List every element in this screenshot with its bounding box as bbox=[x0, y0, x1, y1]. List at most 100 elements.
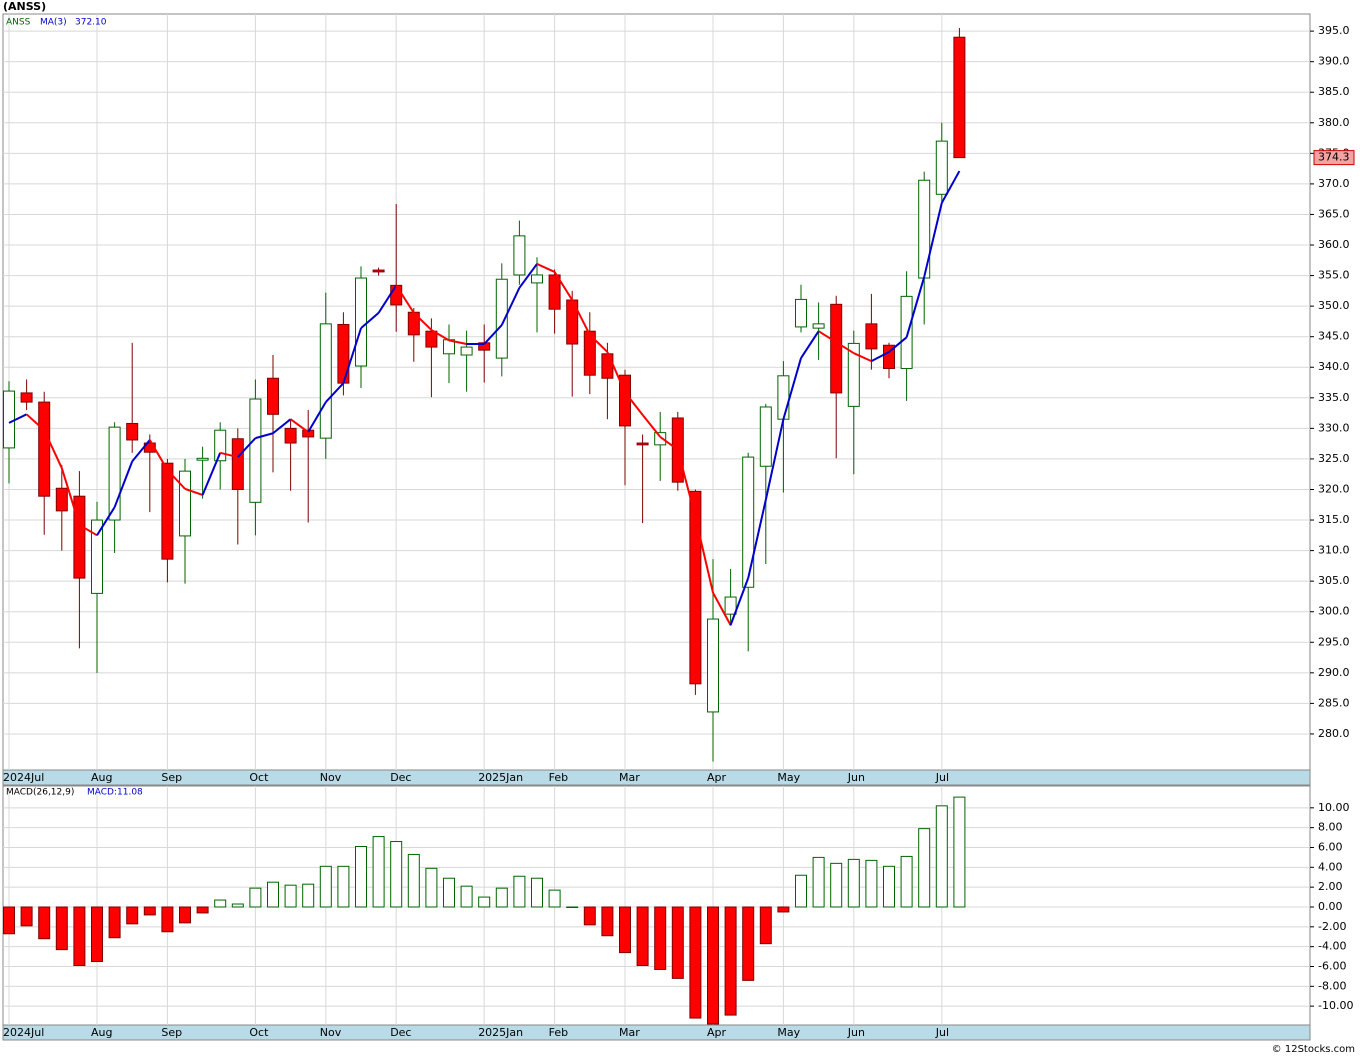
ma-line bbox=[8, 413, 28, 424]
y-tick-label: -4.00 bbox=[1318, 940, 1346, 953]
candle-body bbox=[759, 406, 772, 467]
x-tick-label: Mar bbox=[619, 771, 640, 784]
plot-area bbox=[2, 785, 1311, 1026]
macd-bar bbox=[830, 862, 843, 908]
ma-line bbox=[78, 524, 98, 537]
macd-bar bbox=[865, 859, 878, 908]
ma-line bbox=[659, 436, 679, 451]
macd-bar bbox=[777, 906, 790, 913]
macd-bar bbox=[918, 828, 931, 908]
ma-line bbox=[201, 452, 222, 496]
y-tick-label: 310.0 bbox=[1318, 544, 1350, 557]
candle-body bbox=[707, 618, 719, 713]
ma-line bbox=[818, 330, 837, 344]
macd-bar bbox=[108, 906, 121, 939]
macd-bar bbox=[302, 883, 315, 908]
y-tick-label: 285.0 bbox=[1318, 696, 1350, 709]
candle-body bbox=[654, 432, 667, 446]
y-tick-label: 6.00 bbox=[1318, 840, 1343, 853]
ma-line bbox=[764, 418, 785, 501]
ma-line bbox=[870, 351, 890, 363]
ma-line bbox=[940, 170, 961, 204]
candle-body bbox=[548, 274, 561, 310]
ma-line bbox=[430, 329, 450, 342]
x-tick-label: Nov bbox=[320, 1026, 342, 1039]
x-tick-label: Sep bbox=[161, 771, 182, 784]
macd-bar bbox=[883, 865, 895, 908]
candle-body bbox=[161, 462, 174, 560]
candle-body bbox=[830, 303, 843, 394]
ma-line bbox=[131, 439, 151, 463]
ma-line bbox=[747, 499, 767, 579]
ma-line bbox=[729, 577, 750, 626]
legend-ma-value: 372.10 bbox=[75, 18, 107, 28]
macd-bar bbox=[196, 906, 209, 914]
candle-body bbox=[883, 344, 895, 369]
x-tick-label: Apr bbox=[707, 771, 727, 784]
y-tick-label: 380.0 bbox=[1318, 116, 1350, 129]
ma-line bbox=[500, 287, 521, 326]
macd-bar bbox=[935, 805, 948, 908]
ma-line bbox=[413, 312, 433, 331]
ma-line bbox=[184, 487, 203, 496]
macd-bar bbox=[566, 906, 579, 908]
candle-body bbox=[689, 490, 702, 685]
candle-body bbox=[724, 596, 737, 615]
x-tick-label: Aug bbox=[91, 1026, 112, 1039]
macd-bar bbox=[284, 884, 297, 908]
candle-body bbox=[372, 269, 385, 273]
macd-bar bbox=[548, 889, 561, 908]
macd-bar bbox=[55, 906, 68, 951]
ma-line bbox=[483, 324, 503, 345]
ma-line bbox=[448, 339, 467, 346]
candle-body bbox=[777, 375, 790, 420]
macd-bar bbox=[143, 906, 156, 916]
ma-line bbox=[571, 299, 591, 336]
candle-body bbox=[73, 495, 86, 579]
macd-bar bbox=[20, 906, 33, 927]
macd-bar bbox=[126, 906, 139, 925]
candle-body bbox=[319, 323, 332, 439]
candle-body bbox=[390, 284, 403, 306]
candle-body bbox=[742, 456, 755, 588]
candle-body bbox=[460, 346, 473, 356]
ma-line bbox=[255, 432, 274, 440]
macd-bar bbox=[795, 874, 807, 908]
ma-line bbox=[888, 336, 908, 353]
macd-bar bbox=[724, 906, 737, 1016]
candle-body bbox=[249, 398, 262, 503]
ma-line bbox=[923, 202, 943, 278]
y-tick-label: 390.0 bbox=[1318, 55, 1350, 68]
x-tick-label: Jul bbox=[935, 771, 949, 784]
ma-line bbox=[782, 357, 802, 420]
candle-body bbox=[795, 298, 807, 328]
x-tick-label: Dec bbox=[390, 771, 411, 784]
ma-line bbox=[113, 461, 134, 508]
plot-area bbox=[2, 13, 1311, 771]
candle-body bbox=[20, 392, 33, 403]
ma-line bbox=[60, 467, 81, 526]
macd-bar bbox=[619, 906, 631, 954]
candle-body bbox=[179, 470, 191, 537]
candle-body bbox=[231, 438, 244, 490]
macd-bar bbox=[161, 906, 174, 933]
candle-body bbox=[636, 442, 649, 446]
y-tick-label: 280.0 bbox=[1318, 727, 1350, 740]
macd-bar bbox=[478, 896, 491, 908]
macd-bar bbox=[390, 841, 403, 908]
candle-body bbox=[513, 235, 526, 276]
y-tick-label: 10.00 bbox=[1318, 801, 1350, 814]
ma-line bbox=[342, 327, 362, 384]
candle-body bbox=[55, 487, 68, 512]
ma-line bbox=[606, 351, 626, 393]
macd-bar bbox=[38, 906, 51, 940]
ma-line bbox=[325, 382, 345, 403]
ma-line bbox=[694, 516, 714, 593]
x-tick-label: Nov bbox=[320, 771, 342, 784]
candle-body bbox=[935, 140, 948, 195]
candle-body bbox=[355, 277, 367, 367]
macd-bar bbox=[407, 853, 420, 908]
ma-line bbox=[536, 263, 556, 273]
x-axis-strip bbox=[2, 1024, 1311, 1041]
macd-bar bbox=[707, 906, 719, 1025]
